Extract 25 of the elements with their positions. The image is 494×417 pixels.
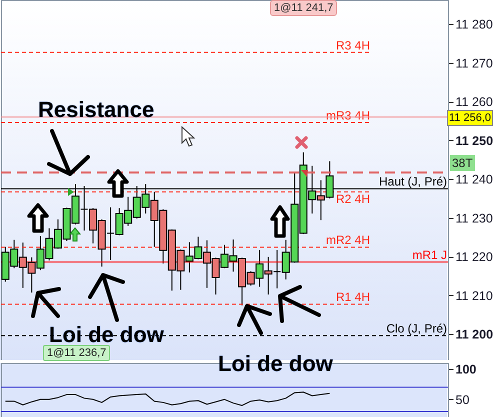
ref-line-label: mR1 J bbox=[412, 248, 447, 262]
line-series bbox=[4, 392, 330, 406]
ref-line-label: mR2 4H bbox=[326, 233, 370, 248]
annotation: Resistance bbox=[38, 97, 154, 123]
y-tick-label: 11 200 bbox=[456, 328, 494, 342]
ref-line-label: Haut (J, Pré) bbox=[378, 174, 448, 189]
ref-line-label: R2 4H bbox=[336, 192, 370, 206]
annotation: 1@11 241,7 bbox=[270, 0, 338, 16]
ref-line-label: Clo (J, Pré) bbox=[386, 322, 447, 336]
annotation: 1@11 236,7 bbox=[43, 345, 110, 361]
ref-line-label: R1 4H bbox=[336, 290, 370, 304]
y-tick-label: 11 230 bbox=[456, 211, 493, 226]
ref-line-label: R3 4H bbox=[336, 38, 370, 52]
y-tick-label: 11 210 bbox=[456, 288, 493, 303]
text: 38T bbox=[450, 155, 475, 171]
y-tick-label: 11 240 bbox=[456, 172, 493, 187]
y-tick-label: 11 250 bbox=[456, 134, 494, 148]
y-tick-label: 100 bbox=[456, 362, 476, 377]
y-tick-label: 11 280 bbox=[456, 18, 493, 32]
y-tick-label: 11 220 bbox=[456, 250, 493, 264]
y-tick-label: 11 270 bbox=[456, 56, 493, 70]
y-tick-label: 50 bbox=[456, 392, 470, 407]
text: 11 256,0 bbox=[447, 110, 494, 126]
y-tick-label: 11 260 bbox=[456, 95, 493, 110]
annotation: Loi de dow bbox=[218, 351, 333, 377]
